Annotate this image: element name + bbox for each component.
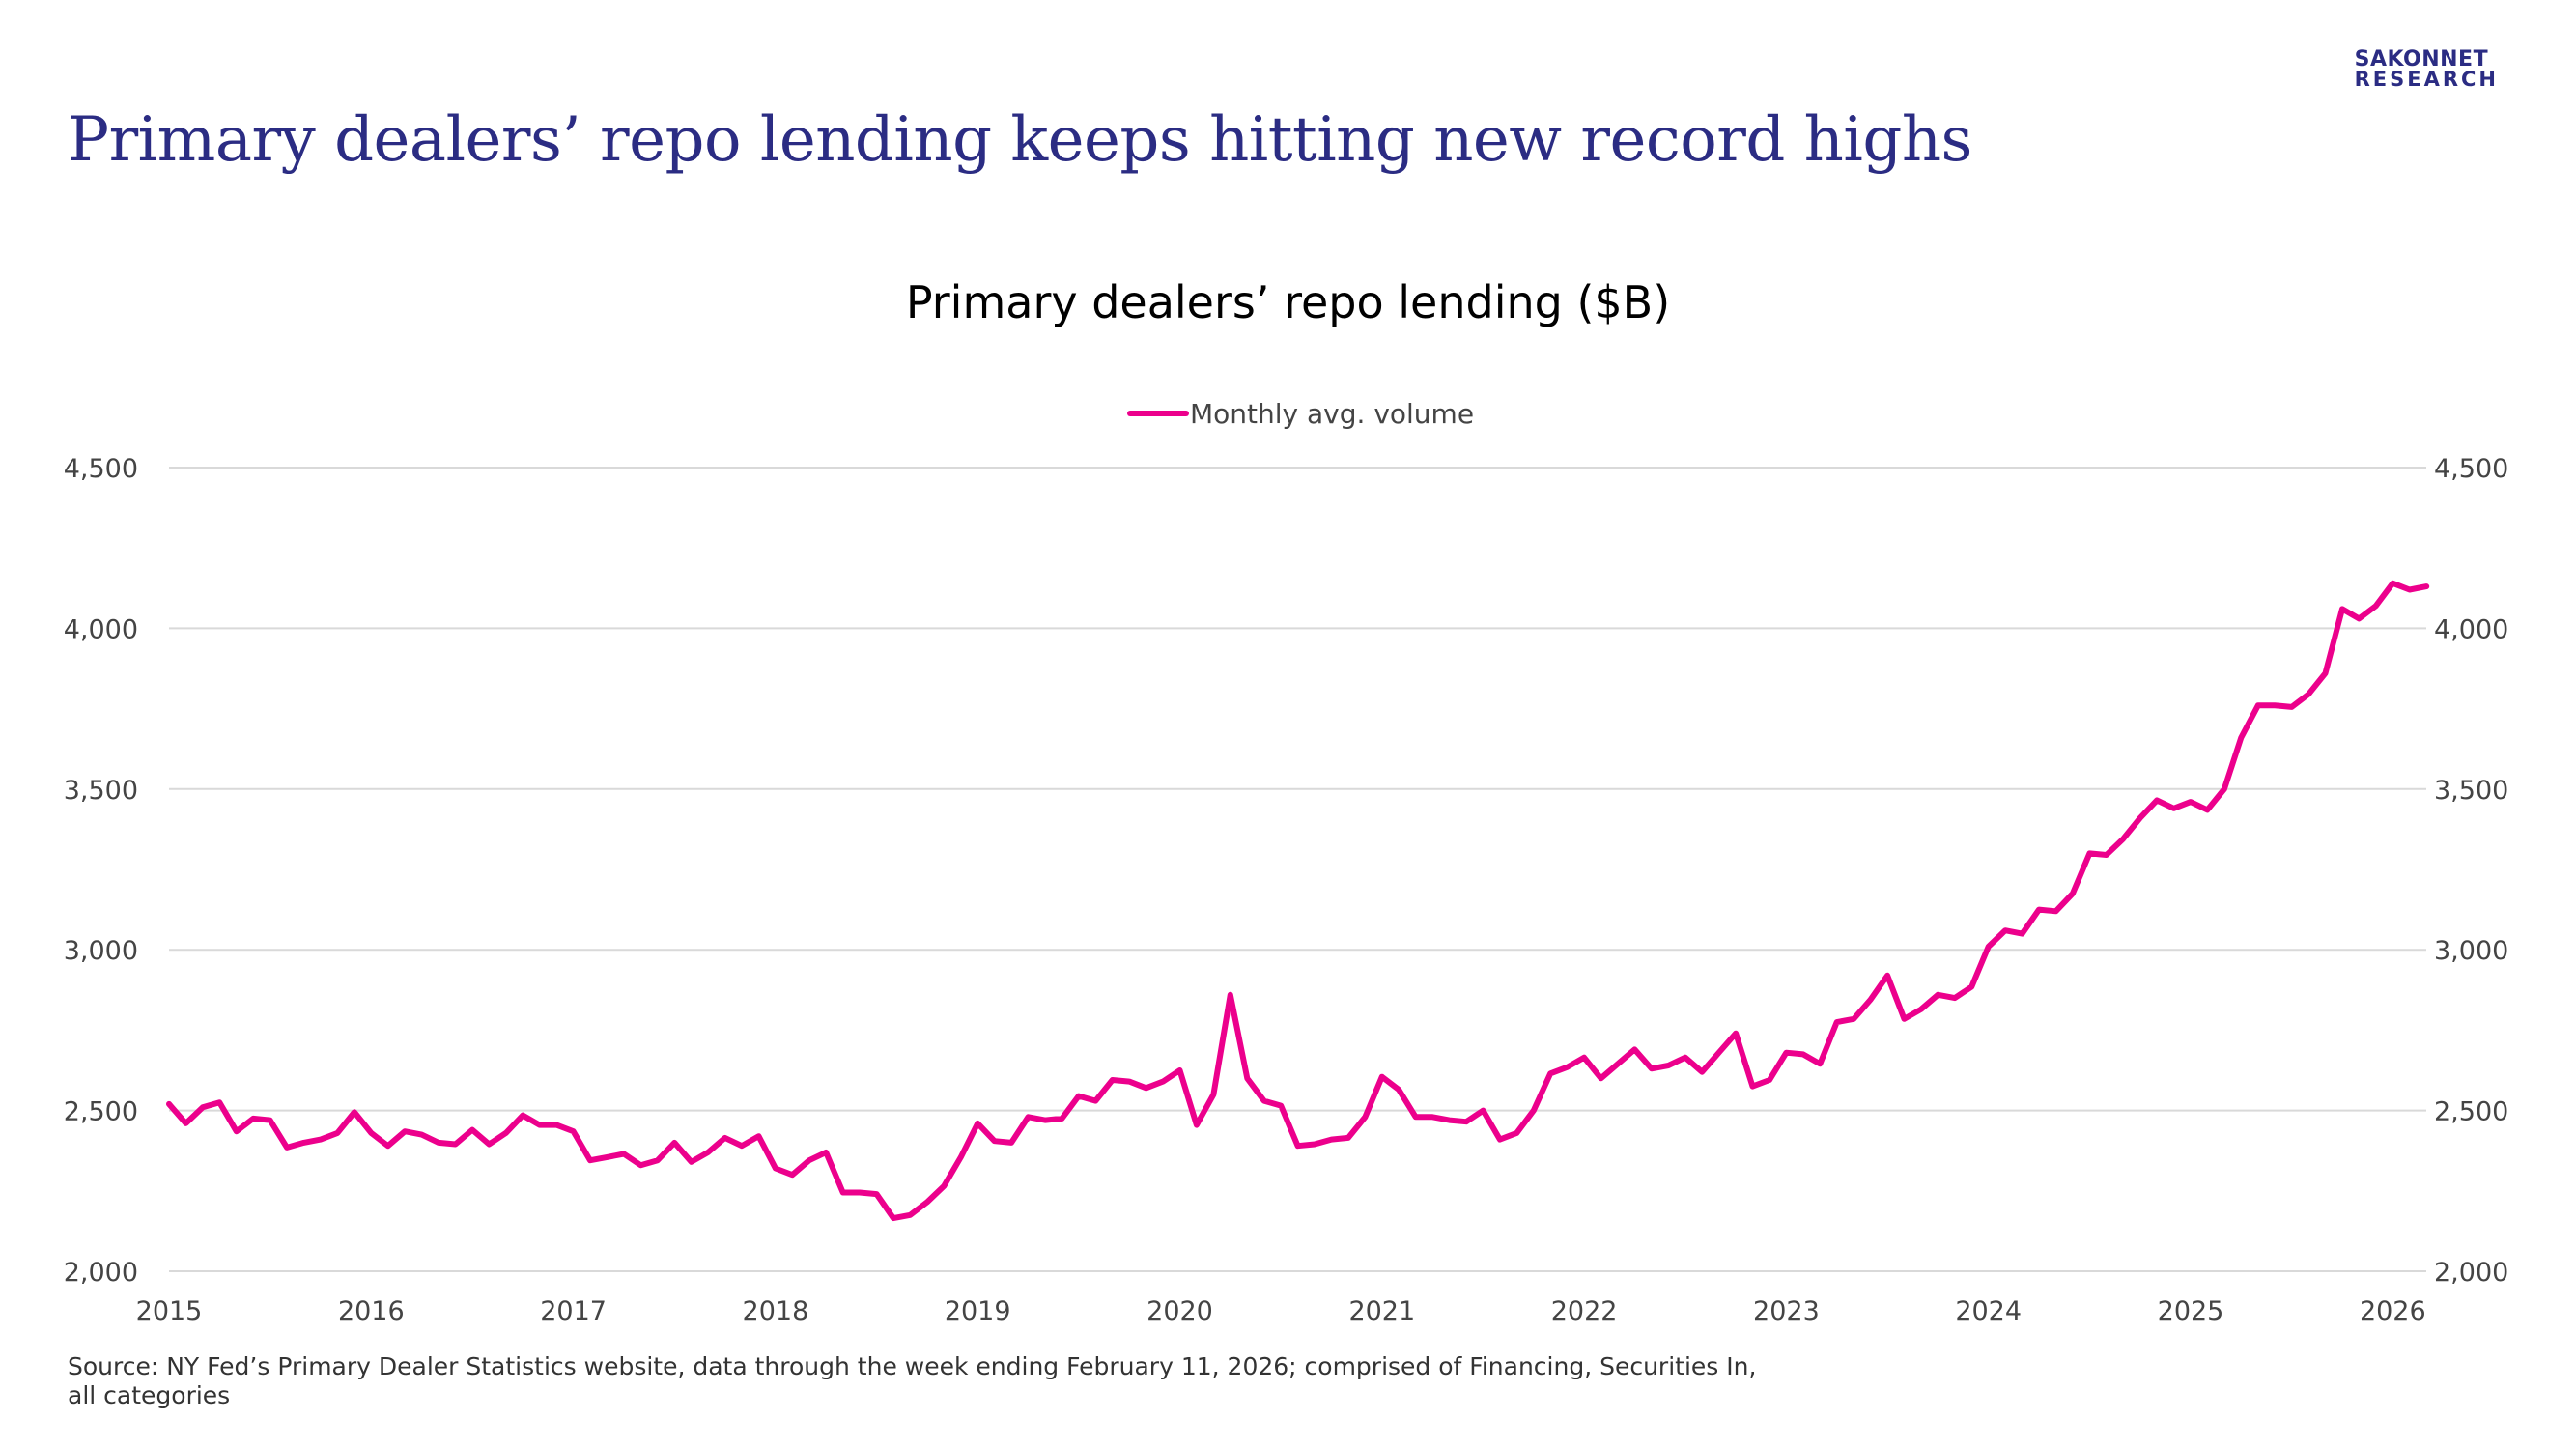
y-tick-label-right-3000: 3,000 bbox=[2434, 936, 2508, 966]
x-tick-label-2018: 2018 bbox=[743, 1296, 809, 1326]
x-tick-label-2023: 2023 bbox=[1753, 1296, 1820, 1326]
chart-title: Primary dealers’ repo lending ($B) bbox=[905, 276, 1671, 328]
legend: Monthly avg. volume bbox=[1127, 398, 1474, 430]
y-tick-label-right-4500: 4,500 bbox=[2434, 454, 2508, 484]
source-note: Source: NY Fed’s Primary Dealer Statisti… bbox=[68, 1352, 1757, 1409]
y-tick-label-left-2000: 2,000 bbox=[64, 1258, 138, 1288]
y-axis-left: 2,000 2,500 3,000 3,500 4,000 4,500 bbox=[64, 454, 138, 1288]
y-tick-label-right-2500: 2,500 bbox=[2434, 1097, 2508, 1127]
logo-line-2: RESEARCH bbox=[2354, 68, 2499, 91]
x-axis: 2015 2016 2017 2018 2019 2020 2021 2022 2023 2024… bbox=[136, 1296, 2426, 1326]
x-tick-label-2024: 2024 bbox=[1955, 1296, 2022, 1326]
y-tick-label-right-4000: 4,000 bbox=[2434, 614, 2508, 644]
sakonnet-logo: SAKONNET RESEARCH bbox=[2354, 47, 2499, 91]
y-tick-label-left-3500: 3,500 bbox=[64, 776, 138, 806]
y-tick-label-left-4500: 4,500 bbox=[64, 454, 138, 484]
gridlines bbox=[169, 467, 2426, 1272]
x-tick-label-2025: 2025 bbox=[2158, 1296, 2224, 1326]
y-tick-label-left-4000: 4,000 bbox=[64, 614, 138, 644]
y-tick-label-right-2000: 2,000 bbox=[2434, 1258, 2508, 1288]
slide-title: Primary dealers’ repo lending keeps hitt… bbox=[68, 104, 1972, 176]
x-tick-label-2020: 2020 bbox=[1146, 1296, 1213, 1326]
y-tick-label-left-3000: 3,000 bbox=[64, 936, 138, 966]
y-tick-label-right-3500: 3,500 bbox=[2434, 776, 2508, 806]
x-tick-label-2022: 2022 bbox=[1551, 1296, 1618, 1326]
x-tick-label-2017: 2017 bbox=[540, 1296, 607, 1326]
x-tick-label-2019: 2019 bbox=[945, 1296, 1011, 1326]
series-line-monthly-avg-volume bbox=[166, 580, 2430, 1222]
x-tick-label-2015: 2015 bbox=[136, 1296, 203, 1326]
logo-line-1: SAKONNET bbox=[2354, 47, 2489, 71]
x-tick-label-2026: 2026 bbox=[2360, 1296, 2426, 1326]
legend-label: Monthly avg. volume bbox=[1190, 398, 1474, 430]
y-axis-right: 2,000 2,500 3,000 3,500 4,000 4,500 bbox=[2434, 454, 2508, 1288]
y-tick-label-left-2500: 2,500 bbox=[64, 1097, 138, 1127]
x-tick-label-2021: 2021 bbox=[1348, 1296, 1415, 1326]
x-tick-label-2016: 2016 bbox=[338, 1296, 405, 1326]
series-group bbox=[166, 580, 2430, 1222]
